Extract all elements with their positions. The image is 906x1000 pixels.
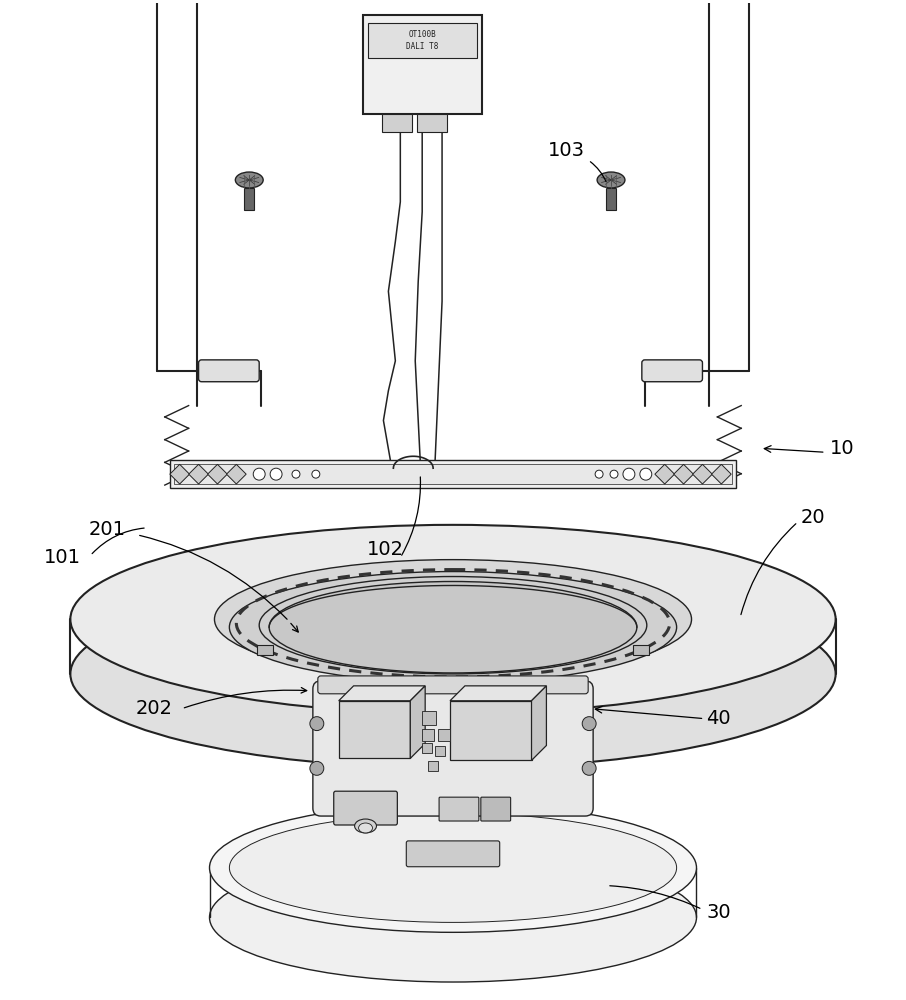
Polygon shape	[410, 686, 425, 758]
FancyBboxPatch shape	[439, 797, 479, 821]
Circle shape	[640, 468, 651, 480]
Bar	[422, 711, 436, 725]
Bar	[368, 23, 477, 58]
FancyBboxPatch shape	[641, 360, 702, 382]
Ellipse shape	[229, 572, 677, 683]
Bar	[692, 464, 712, 484]
Text: 202: 202	[135, 699, 172, 718]
Ellipse shape	[229, 813, 677, 922]
Circle shape	[623, 468, 635, 480]
Text: 30: 30	[706, 903, 730, 922]
Circle shape	[312, 470, 320, 478]
Text: 201: 201	[89, 520, 126, 539]
FancyArrowPatch shape	[741, 524, 795, 615]
Bar	[169, 460, 737, 488]
FancyArrowPatch shape	[591, 162, 606, 181]
Bar	[257, 645, 274, 655]
Ellipse shape	[215, 560, 691, 679]
Circle shape	[270, 468, 282, 480]
Bar	[450, 701, 532, 760]
Ellipse shape	[597, 172, 625, 188]
Bar	[606, 188, 616, 210]
Bar	[711, 464, 731, 484]
FancyBboxPatch shape	[318, 676, 588, 694]
Bar	[362, 15, 482, 114]
Bar	[655, 464, 675, 484]
Circle shape	[583, 761, 596, 775]
FancyBboxPatch shape	[406, 841, 500, 867]
Bar	[674, 464, 693, 484]
Bar	[226, 464, 246, 484]
Ellipse shape	[359, 823, 372, 833]
Bar	[429, 761, 439, 771]
Polygon shape	[339, 686, 425, 701]
Circle shape	[610, 470, 618, 478]
Polygon shape	[450, 686, 546, 701]
FancyArrowPatch shape	[765, 446, 823, 452]
Bar	[188, 464, 208, 484]
Text: 40: 40	[706, 709, 730, 728]
Bar	[422, 729, 434, 741]
FancyBboxPatch shape	[481, 797, 511, 821]
Ellipse shape	[71, 525, 835, 714]
Circle shape	[595, 470, 603, 478]
Polygon shape	[532, 686, 546, 760]
Circle shape	[310, 761, 323, 775]
FancyArrowPatch shape	[92, 528, 144, 554]
Text: 101: 101	[43, 548, 81, 567]
Bar	[439, 729, 450, 741]
Bar	[169, 464, 189, 484]
Text: DALI T8: DALI T8	[406, 42, 439, 51]
Ellipse shape	[354, 819, 377, 833]
Text: OT100B: OT100B	[409, 30, 436, 39]
Bar	[422, 743, 432, 753]
Bar	[382, 114, 412, 132]
Circle shape	[254, 468, 265, 480]
Ellipse shape	[71, 580, 835, 768]
FancyBboxPatch shape	[198, 360, 259, 382]
Bar	[339, 701, 410, 758]
FancyArrowPatch shape	[140, 535, 287, 619]
Bar	[632, 645, 649, 655]
Bar	[418, 114, 447, 132]
Ellipse shape	[209, 853, 697, 982]
Text: 102: 102	[367, 540, 404, 559]
Bar	[174, 464, 732, 484]
FancyArrowPatch shape	[610, 886, 700, 908]
Bar	[435, 746, 445, 756]
Ellipse shape	[269, 581, 637, 673]
Circle shape	[583, 717, 596, 731]
FancyArrowPatch shape	[401, 477, 420, 555]
Text: 20: 20	[801, 508, 825, 527]
Circle shape	[310, 717, 323, 731]
FancyBboxPatch shape	[333, 791, 398, 825]
FancyArrowPatch shape	[291, 623, 298, 632]
Ellipse shape	[236, 172, 263, 188]
Bar	[245, 188, 255, 210]
Bar	[207, 464, 227, 484]
FancyBboxPatch shape	[313, 681, 593, 816]
Text: 10: 10	[830, 439, 855, 458]
Circle shape	[292, 470, 300, 478]
Text: 103: 103	[548, 141, 584, 160]
FancyArrowPatch shape	[595, 706, 701, 718]
FancyArrowPatch shape	[184, 688, 307, 708]
Ellipse shape	[209, 803, 697, 932]
